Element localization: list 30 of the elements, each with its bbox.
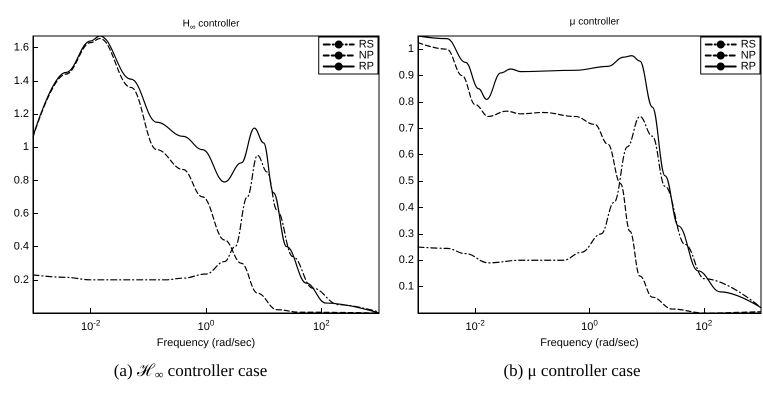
y-tick-label: 0.9 — [398, 70, 414, 82]
legend-label: NP — [740, 50, 756, 62]
legend-label: RP — [358, 60, 374, 72]
y-tick-label: 0.5 — [398, 175, 414, 188]
y-tick-label: 0.4 — [398, 201, 414, 214]
legend-label: RS — [358, 38, 374, 50]
legend-label: NP — [358, 50, 374, 62]
y-tick-label: 0.1 — [398, 280, 414, 293]
legend-label: RS — [740, 38, 756, 50]
y-tick-label: 0.7 — [398, 122, 414, 134]
y-tick-label: 0.2 — [398, 254, 414, 266]
chart-title: H∞ controller — [182, 18, 240, 32]
legend-label: RP — [740, 60, 756, 72]
y-tick-label: 0.2 — [14, 274, 29, 286]
y-tick-label: 0.6 — [14, 207, 29, 220]
y-tick-label: 0.8 — [398, 96, 414, 108]
x-axis-title: Frequency (rad/sec) — [156, 336, 256, 349]
y-tick-label: 0.3 — [398, 228, 414, 240]
y-tick-label: 1.2 — [14, 108, 29, 120]
chart-title: μ controller — [570, 16, 620, 28]
y-tick-label: 1 — [408, 43, 414, 56]
y-tick-label: 1.6 — [14, 42, 29, 54]
y-tick-label: 1.4 — [14, 74, 29, 87]
text: (a) ℋ∞ controller case — [114, 361, 268, 382]
y-tick-label: 0.4 — [14, 240, 29, 253]
text: (b) μ controller case — [503, 361, 641, 380]
y-tick-label: 1 — [22, 141, 29, 154]
x-axis-title: Frequency (rad/sec) — [540, 336, 639, 349]
y-tick-label: 0.8 — [14, 174, 29, 186]
y-tick-label: 0.6 — [398, 148, 414, 161]
